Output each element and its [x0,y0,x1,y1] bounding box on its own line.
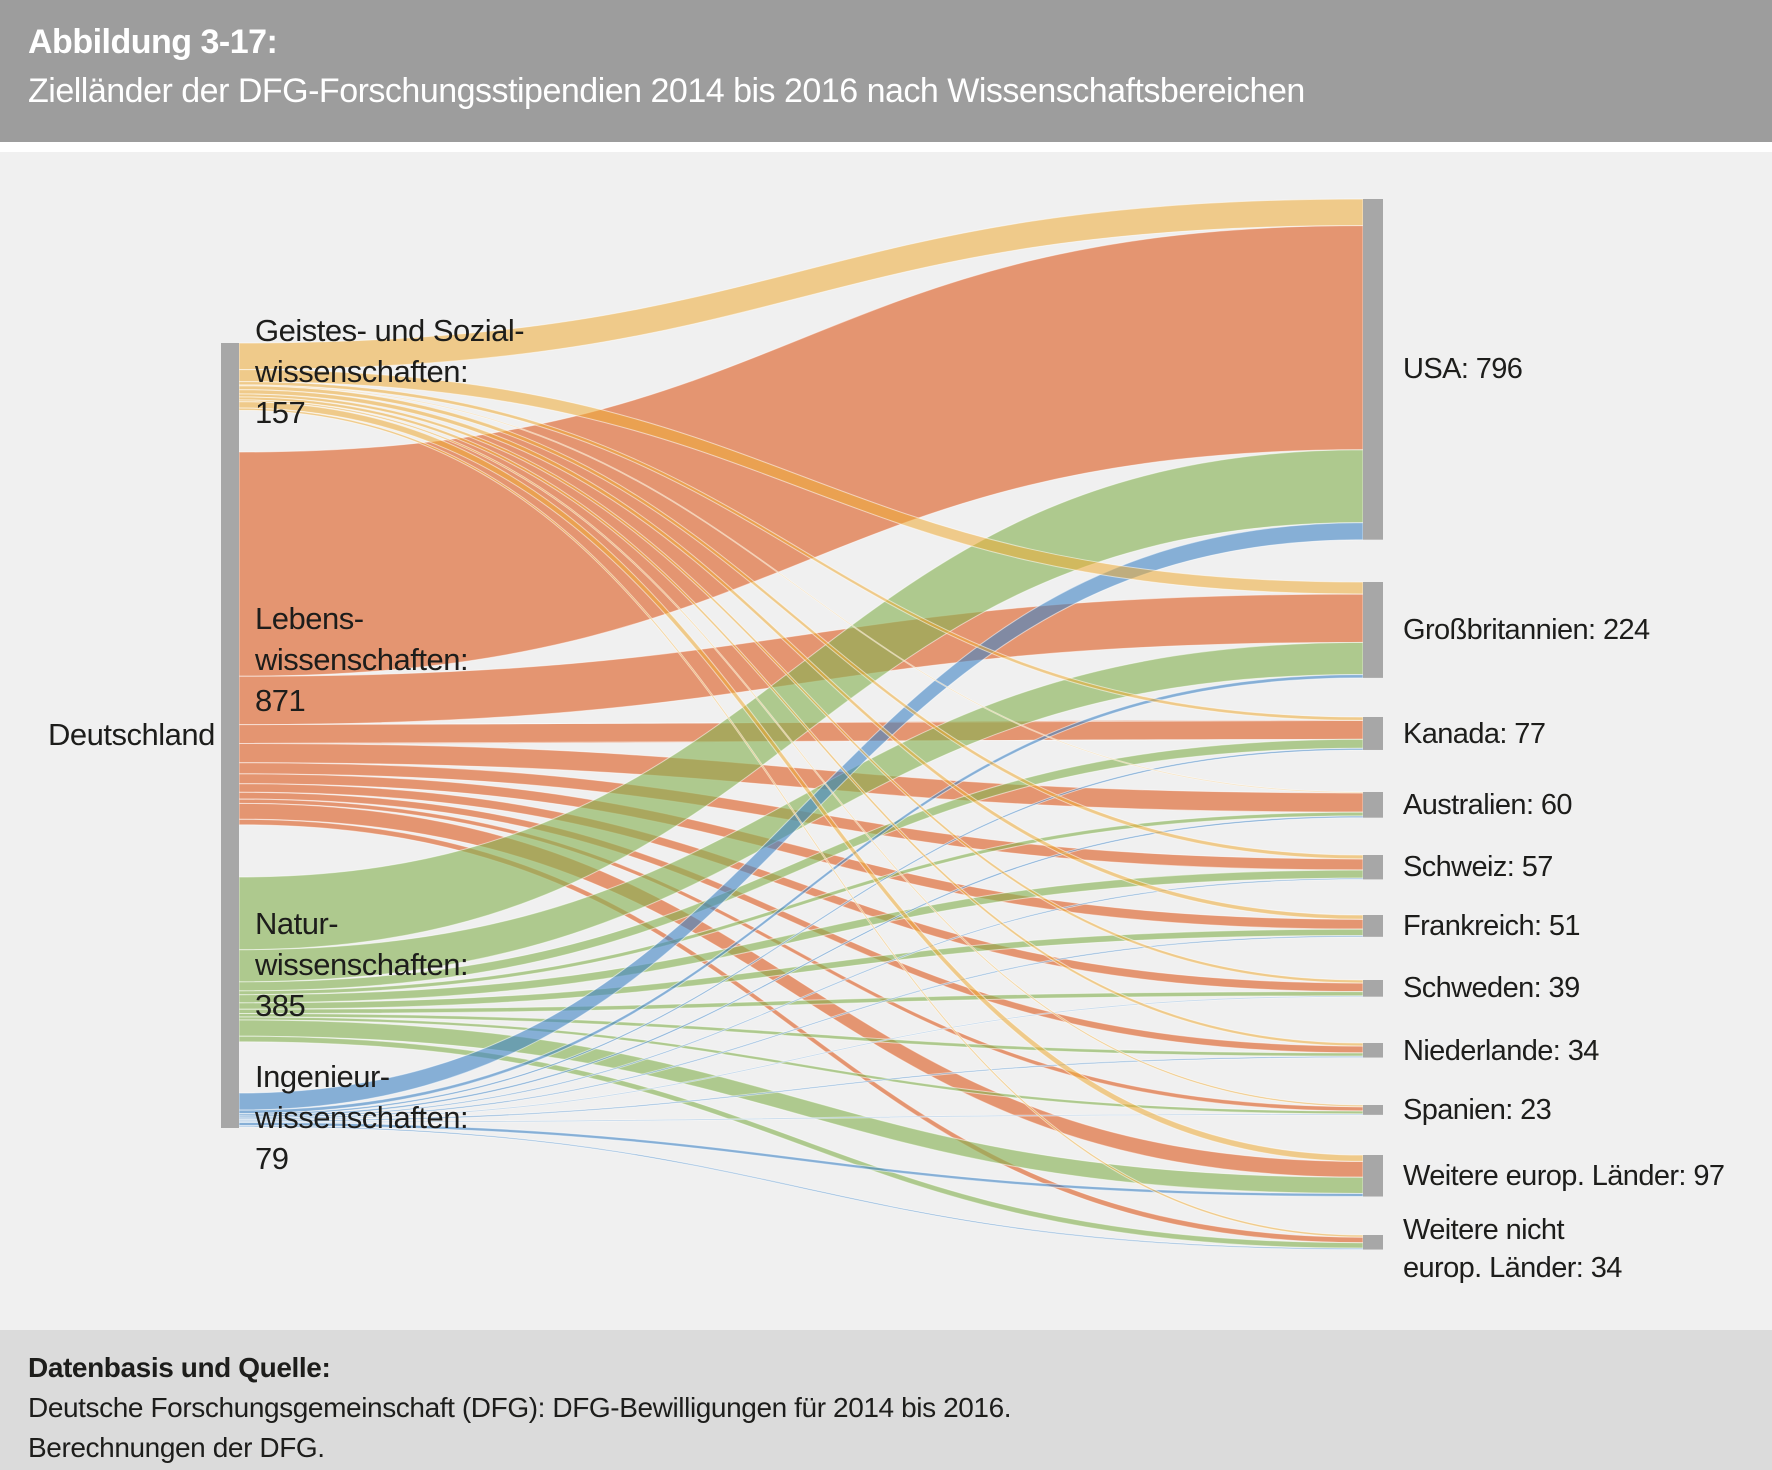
node-bar-weitere-europ [1363,1155,1383,1197]
target-label-spanien: Spanien: 23 [1403,1094,1552,1126]
node-bar-schweiz [1363,855,1383,880]
target-label-schweiz: Schweiz: 57 [1403,851,1553,883]
root-node-label: Deutschland [48,717,215,752]
flow-iw-weitere-europ [238,1122,1364,1198]
node-bar-grossbritannien [1363,582,1383,678]
source-note-line-2: Berechnungen der DFG. [28,1432,325,1463]
node-bar-kanada [1363,717,1383,750]
target-label-grossbritannien: Großbritannien: 224 [1403,614,1650,646]
node-bar-australien [1363,792,1383,818]
source-label-nw: Natur- wissenschaften: 385 [255,906,469,1023]
target-label-frankreich: Frankreich: 51 [1403,910,1581,942]
source-note: Datenbasis und Quelle: Deutsche Forschun… [0,1330,1772,1470]
source-note-heading: Datenbasis und Quelle: [28,1352,331,1383]
target-label-schweden: Schweden: 39 [1403,972,1580,1004]
source-label-iw: Ingenieur- wissenschaften: 79 [255,1059,469,1176]
source-label-lw: Lebens- wissenschaften: 871 [255,601,469,718]
target-label-niederlande: Niederlande: 34 [1403,1035,1599,1067]
node-bar-spanien [1363,1105,1383,1115]
node-bar-weitere-nicht-europ [1363,1235,1383,1250]
node-bar-frankreich [1363,915,1383,937]
figure-title: Zielländer der DFG-Forschungsstipendien … [28,71,1305,110]
target-label-weitere-nicht-europ: Weitere nicht europ. Länder: 34 [1403,1214,1622,1284]
node-bar-niederlande [1363,1043,1383,1058]
target-label-australien: Australien: 60 [1403,789,1573,821]
title-bar: Abbildung 3-17: Zielländer der DFG-Forsc… [0,0,1772,142]
target-label-weitere-europ: Weitere europ. Länder: 97 [1403,1160,1725,1192]
node-bar-deutschland [221,343,239,1128]
source-note-line-1: Deutsche Forschungsgemeinschaft (DFG): D… [28,1392,1012,1423]
figure-label: Abbildung 3-17: [28,23,278,61]
node-bar-schweden [1363,980,1383,997]
node-bar-usa [1363,199,1383,540]
target-label-usa: USA: 796 [1403,353,1523,385]
source-label-gsw: Geistes- und Sozial- wissenschaften: 157 [255,313,525,430]
target-label-kanada: Kanada: 77 [1403,718,1546,750]
